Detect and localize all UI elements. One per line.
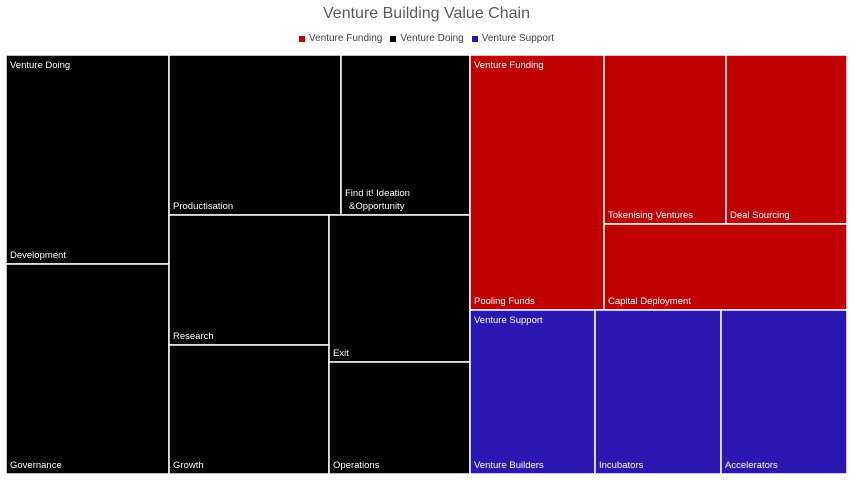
legend-label-venture-support: Venture Support [481,33,555,44]
group-header-venture-funding: Venture Funding [474,60,544,71]
treemap-label-pooling-funds: Pooling Funds [474,296,535,307]
legend-label-venture-doing: Venture Doing [400,33,464,44]
legend-item-venture-support[interactable]: Venture Support [471,33,555,44]
treemap-cell-development[interactable] [5,54,170,265]
treemap-cell-research[interactable] [168,214,330,346]
treemap-cell-incubators[interactable] [594,309,722,475]
legend-label-venture-funding: Venture Funding [308,33,383,44]
treemap-cell-find-it-ideation-opportunity[interactable] [340,54,471,216]
legend-swatch-venture-support [471,35,478,42]
treemap-cell-capital-deployment[interactable] [603,223,848,311]
legend-item-venture-doing[interactable]: Venture Doing [390,33,464,44]
legend-swatch-venture-doing [390,35,397,42]
legend-item-venture-funding[interactable]: Venture Funding [298,33,383,44]
treemap-cell-accelerators[interactable] [720,309,848,475]
treemap-cell-tokenising-ventures[interactable] [603,54,727,225]
treemap-label-governance: Governance [10,460,62,471]
treemap-label-accelerators: Accelerators [725,460,778,471]
treemap-cell-governance[interactable] [5,263,170,475]
treemap-cell-operations[interactable] [328,361,471,475]
treemap-label-incubators: Incubators [599,460,644,471]
treemap-label-research: Research [173,331,214,342]
treemap-label-development: Development [10,250,66,261]
treemap-label-capital-deployment: Capital Deployment [608,296,691,307]
legend: Venture Funding Venture Doing Venture Su… [0,33,853,44]
treemap-label-venture-builders: Venture Builders [474,460,544,471]
chart-title: Venture Building Value Chain [323,5,530,22]
legend-swatch-venture-funding [298,35,305,42]
treemap-cell-growth[interactable] [168,344,330,475]
treemap-cell-productisation[interactable] [168,54,342,216]
group-header-venture-doing: Venture Doing [10,60,70,71]
treemap-cell-venture-builders[interactable] [469,309,596,475]
treemap-label-find-it-ideation-opportunity: Find it! Ideation &Opportunity [345,188,410,212]
treemap-label-operations: Operations [333,460,380,471]
treemap-cell-pooling-funds[interactable] [469,54,605,311]
group-header-venture-support: Venture Support [474,315,543,326]
treemap-label-deal-sourcing: Deal Sourcing [730,210,790,221]
treemap-label-tokenising-ventures: Tokenising Ventures [608,210,693,221]
treemap-label-growth: Growth [173,460,204,471]
treemap-cell-exit[interactable] [328,214,471,363]
treemap-label-exit: Exit [333,348,349,359]
treemap-cell-deal-sourcing[interactable] [725,54,848,225]
treemap-label-productisation: Productisation [173,201,233,212]
